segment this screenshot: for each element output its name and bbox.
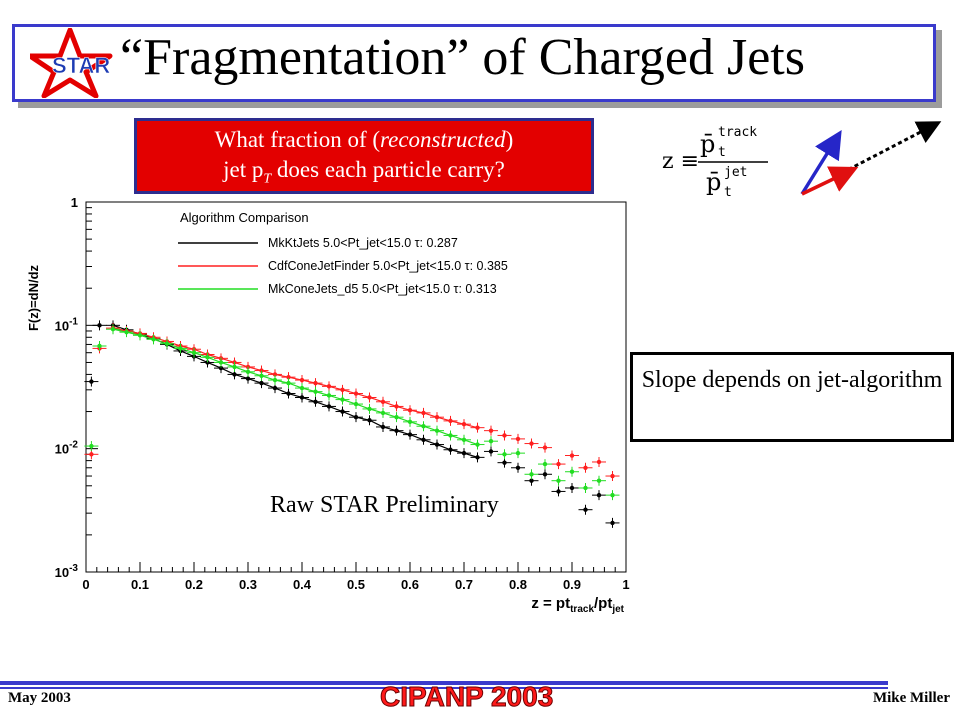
data-point [596,492,602,498]
jet-axis-arrow [835,121,942,178]
x-tick-label: 0.3 [239,577,257,592]
x-tick-label: 1 [622,577,629,592]
slope-callout: Slope depends on jet-algorithm [630,352,954,442]
footer-author: Mike Miller [872,690,950,706]
data-point [569,469,575,474]
question-emphasis: reconstructed [380,127,506,152]
data-point [542,445,548,450]
formula-den: p̄ [706,168,721,196]
legend-entry: CdfConeJetFinder 5.0<Pt_jet<15.0 τ: 0.38… [268,259,508,273]
question-part2: ) [505,127,514,152]
y-tick-label: 10-1 [55,316,79,333]
x-tick-label: 0.2 [185,577,203,592]
data-point [89,452,94,457]
x-axis-label: z = pttrack/ptjet [531,595,624,615]
star-logo: STAR [30,28,113,98]
title-box [12,24,936,102]
formula-num-sub: t [718,145,726,160]
legend: Algorithm Comparison MkKtJets 5.0<Pt_jet<… [178,210,508,296]
data-point [502,460,507,465]
x-tick-label: 0.9 [563,577,581,592]
data-point [529,472,534,477]
formula-num-sup: track [718,125,757,140]
footer-conference: CIPANP 2003 [379,681,554,713]
slide-title: “Fragmentation” of Charged Jets [120,29,805,86]
jet-vector-diagram [800,121,942,196]
question-line2-b: does each particle carry? [271,157,505,182]
data-point [556,461,561,467]
data-point [610,492,615,498]
footer-rule-thin [0,687,888,689]
data-point [583,465,588,470]
z-formula: z ≡ p̄ track t p̄ jet t [662,125,768,200]
data-point [569,485,575,491]
series-line [112,324,478,458]
y-axis-label: F(z)=dN/dz [26,264,41,331]
series-2 [84,324,620,501]
data-point [529,478,534,483]
raw-star-preliminary-label: Raw STAR Preliminary [268,492,501,519]
legend-title: Algorithm Comparison [180,210,309,225]
formula-lhs: z ≡ [662,149,699,174]
fragmentation-chart: 0 0.1 0.2 0.3 0.4 0.5 0.6 0.7 0.8 0.9 1 10-3 10-2 10-… [26,195,630,615]
x-tick-label: 0.4 [293,577,312,592]
data-point [515,436,521,442]
data-point [583,485,588,491]
data-point [596,459,602,465]
data-point [502,452,507,457]
data-point [89,379,94,384]
track-arrow-red [801,166,859,196]
question-line2-a: jet p [223,157,264,182]
y-tick-label: 10-3 [55,563,79,580]
formula-den-sup: jet [724,165,747,180]
track-arrow-blue [800,130,842,195]
logo-text: STAR [52,53,110,78]
data-point [610,520,615,526]
data-point [515,465,521,470]
x-tick-label: 0 [82,577,89,592]
axis-ticks: 0 0.1 0.2 0.3 0.4 0.5 0.6 0.7 0.8 0.9 1 10-3 10-2 10-… [55,195,630,592]
data-point [596,478,602,483]
data-point [488,428,494,433]
formula-num: p̄ [700,130,715,158]
series-line [112,328,478,446]
data-point [529,441,534,446]
x-tick-label: 0.8 [509,577,527,592]
data-point [97,323,102,328]
data-point [475,442,480,447]
x-tick-label: 0.6 [401,577,419,592]
data-marks [84,320,620,528]
data-point [515,450,521,456]
data-point [569,453,575,458]
footer-date: May 2003 [8,690,71,706]
data-point [542,461,548,467]
legend-entry: MkKtJets 5.0<Pt_jet<15.0 τ: 0.287 [268,236,458,250]
x-tick-label: 0.5 [347,577,365,592]
legend-entry: MkConeJets_d5 5.0<Pt_jet<15.0 τ: 0.313 [268,282,497,296]
question-line-2: jet pT does each particle carry? [137,155,591,195]
y-tick-label: 10-2 [55,440,79,457]
x-tick-label: 0.1 [131,577,149,592]
data-point [556,489,561,494]
question-part1: What fraction of ( [214,127,381,152]
data-point [488,438,494,444]
data-point [97,343,102,349]
data-point [556,478,561,483]
data-point [542,472,548,477]
x-tick-label: 0.7 [455,577,473,592]
question-box: What fraction of (reconstructed) jet pT … [134,118,594,194]
data-point [89,443,94,449]
question-subscript: T [263,171,272,187]
y-tick-label: 1 [71,195,78,210]
data-point [488,449,494,454]
footer-rule [0,681,888,685]
question-line-1: What fraction of (reconstructed) [137,125,591,155]
formula-den-sub: t [724,185,732,200]
data-point [583,507,588,512]
data-point [610,473,615,479]
data-point [502,433,507,438]
